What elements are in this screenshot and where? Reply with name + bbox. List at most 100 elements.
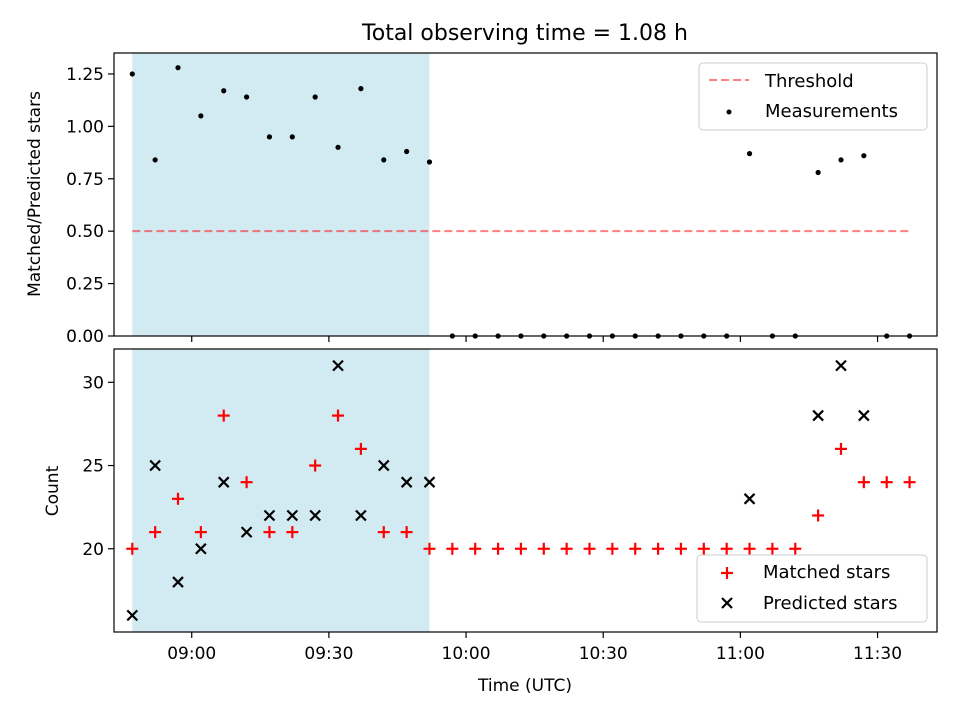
matched-star-point (766, 542, 779, 555)
predicted-star-point (217, 476, 230, 488)
bottom-legend-box (696, 554, 928, 623)
matched-star-point (263, 526, 276, 539)
matched-star-point (126, 542, 139, 555)
bottom-points (126, 359, 916, 622)
predicted-star-point (332, 359, 344, 372)
matched-star-point (217, 409, 230, 422)
y-tick-label: 20 (82, 540, 104, 560)
y-tick-label: 1.00 (66, 117, 104, 137)
matched-star-point (377, 526, 390, 539)
measurement-point (198, 113, 204, 119)
matched-star-point (629, 542, 642, 555)
matched-star-point (789, 542, 802, 555)
bottom-y-axis-label: Count (43, 465, 63, 516)
x-tick-label: 10:30 (579, 644, 628, 664)
bottom-plot-frame (113, 348, 938, 633)
matched-star-point (857, 476, 870, 489)
x-tick-label: 10:00 (442, 644, 491, 664)
measurement-point (838, 157, 844, 163)
legend-measurements-swatch (726, 109, 732, 115)
measurement-point (404, 148, 410, 155)
matched-star-point (743, 542, 756, 555)
matched-star-point (720, 542, 733, 555)
bottom-panel: 20 25 30 09:00 09:30 10:00 10:30 11:00 11:30 Co… (43, 348, 938, 664)
predicted-star-point (172, 576, 184, 588)
measurement-point (243, 94, 250, 100)
top-y-ticks: 0.00 0.25 0.50 0.75 1.00 1.25 (66, 65, 114, 347)
legend-matched-label: Matched stars (763, 562, 890, 583)
matched-star-point (194, 526, 207, 539)
top-span-layer (132, 53, 430, 336)
x-tick-label: 09:30 (304, 644, 353, 664)
measurement-point (266, 134, 273, 140)
predicted-star-point (812, 409, 824, 422)
matched-star-point (903, 476, 916, 489)
top-legend: Threshold Measurements (698, 62, 928, 131)
y-tick-label: 0.50 (66, 222, 104, 242)
predicted-star-point (195, 542, 207, 555)
x-tick-label: 09:00 (167, 644, 216, 664)
measurement-point (746, 151, 753, 157)
matched-star-point (400, 526, 413, 539)
predicted-star-point (423, 476, 436, 488)
matched-star-point (469, 542, 482, 555)
matched-star-point (423, 542, 436, 555)
measurement-point (221, 88, 227, 94)
matched-star-point (880, 476, 893, 489)
legend-predicted-swatch (721, 597, 733, 609)
predicted-star-point (377, 459, 390, 472)
legend-measurements-label: Measurements (765, 101, 898, 122)
top-x-ticks (191, 336, 879, 342)
matched-star-point (834, 442, 847, 455)
y-tick-label: 25 (82, 457, 104, 477)
matched-star-point (812, 509, 825, 522)
matched-star-point (514, 542, 527, 555)
y-tick-label: 0.25 (66, 275, 104, 295)
matched-star-point (492, 542, 505, 555)
y-tick-label: 0.75 (66, 170, 104, 190)
matched-star-point (537, 542, 550, 555)
measurement-point (152, 157, 158, 163)
matched-star-point (240, 476, 253, 489)
measurement-point (312, 94, 318, 100)
matched-star-point (560, 542, 573, 555)
predicted-star-point (309, 509, 321, 522)
measurement-point (815, 169, 821, 176)
legend-threshold-label: Threshold (764, 71, 854, 92)
bottom-span-layer (132, 349, 430, 632)
bottom-y-ticks: 20 25 30 (82, 373, 114, 560)
y-tick-label: 1.25 (66, 65, 104, 85)
predicted-star-point (240, 526, 253, 538)
measurement-point (381, 157, 387, 163)
y-tick-label: 0.00 (66, 327, 104, 347)
predicted-star-point (400, 476, 413, 488)
matched-star-point (332, 409, 345, 422)
measurement-point (358, 86, 364, 92)
matched-star-point (172, 492, 185, 505)
x-tick-label: 11:30 (853, 644, 902, 664)
measurement-point (861, 153, 867, 159)
legend-predicted-label: Predicted stars (763, 593, 897, 614)
predicted-star-point (355, 509, 367, 522)
predicted-star-point (835, 359, 847, 372)
bottom-x-ticks: 09:00 09:30 10:00 10:30 11:00 11:30 (167, 632, 902, 664)
predicted-star-point (858, 409, 870, 422)
matched-star-point (697, 542, 710, 555)
figure-title: Total observing time = 1.08 h (361, 21, 688, 46)
top-plot-frame (113, 52, 938, 337)
predicted-star-point (149, 459, 161, 472)
measurement-point (426, 159, 433, 165)
matched-star-point (674, 542, 687, 555)
matched-star-point (149, 526, 162, 539)
matched-star-point (446, 542, 459, 555)
matched-star-point (354, 442, 367, 455)
top-panel: 0.00 0.25 0.50 0.75 1.00 1.25 Matched/Predict… (25, 52, 938, 347)
measurement-point (289, 134, 295, 140)
top-y-axis-label: Matched/Predicted stars (25, 91, 45, 297)
predicted-star-point (263, 509, 276, 522)
y-tick-label: 30 (82, 373, 104, 393)
measurement-point (129, 71, 135, 77)
measurement-point (175, 65, 181, 71)
predicted-star-point (743, 493, 756, 505)
